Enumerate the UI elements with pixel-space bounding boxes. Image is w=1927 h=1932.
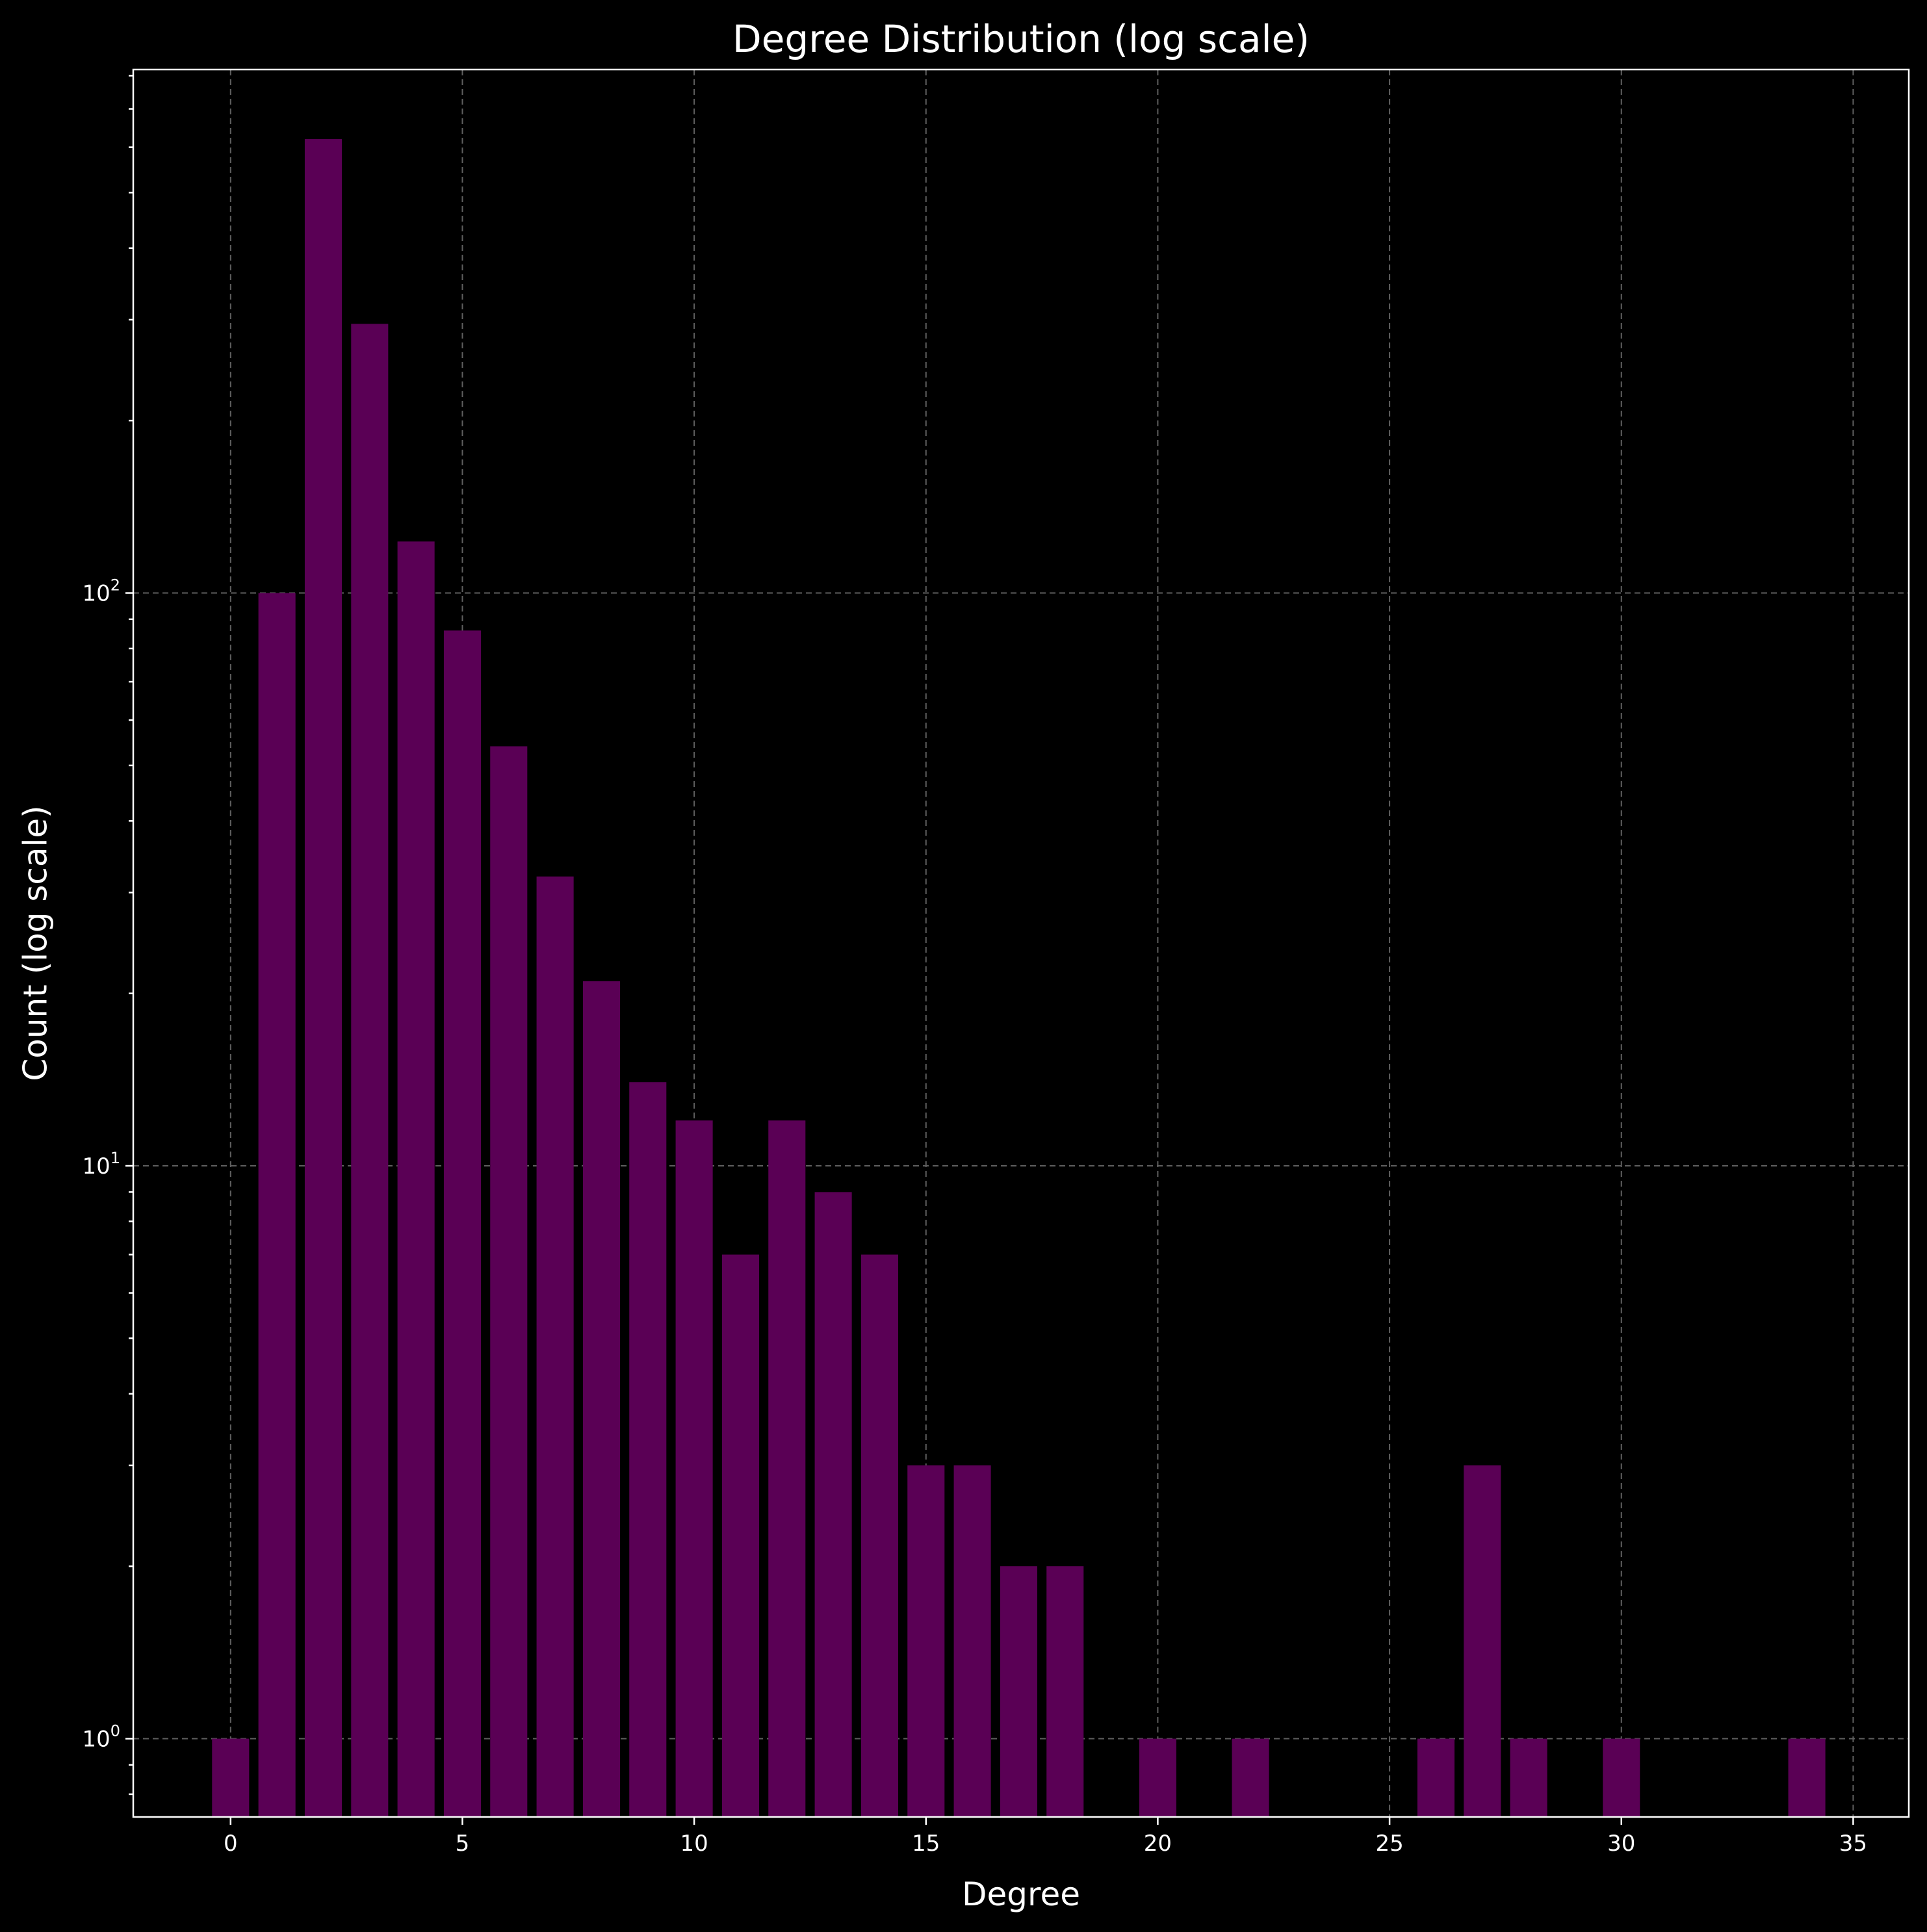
- x-tick-label: 20: [1144, 1831, 1172, 1857]
- bar-degree-4: [397, 541, 435, 1817]
- bar-degree-13: [814, 1192, 852, 1817]
- bar-degree-18: [1046, 1566, 1084, 1817]
- bar-degree-20: [1139, 1738, 1176, 1817]
- bar-degree-7: [536, 876, 574, 1817]
- x-tick-label: 10: [680, 1831, 708, 1857]
- bar-degree-15: [907, 1465, 945, 1817]
- x-tick-label: 15: [912, 1831, 940, 1857]
- bar-degree-26: [1417, 1738, 1455, 1817]
- axes-frame: [132, 68, 1910, 1818]
- bar-degree-16: [953, 1465, 991, 1817]
- bar-degree-30: [1603, 1738, 1640, 1817]
- bar-degree-17: [1000, 1566, 1037, 1817]
- ticks: 0 5 10 15 20 25 30 35 100 101 102: [82, 75, 1867, 1857]
- bar-degree-1: [258, 593, 296, 1817]
- bar-degree-8: [582, 981, 620, 1817]
- x-tick-label: 35: [1839, 1831, 1867, 1857]
- x-axis-label: Degree: [962, 1875, 1080, 1913]
- x-tick-label: 5: [456, 1831, 470, 1857]
- bar-degree-22: [1232, 1738, 1269, 1817]
- bar-degree-34: [1788, 1738, 1826, 1817]
- bar-degree-11: [721, 1254, 759, 1817]
- y-tick-label: 100: [82, 1722, 120, 1753]
- bar-degree-2: [304, 139, 342, 1818]
- bar-degree-27: [1464, 1465, 1501, 1817]
- bar-degree-0: [212, 1738, 250, 1817]
- bar-degree-10: [675, 1120, 713, 1817]
- bar-degree-3: [351, 324, 389, 1817]
- bar-degree-9: [629, 1082, 667, 1817]
- bars: [212, 139, 1826, 1818]
- bar-degree-5: [443, 630, 481, 1817]
- y-tick-label: 102: [82, 576, 120, 607]
- y-tick-label: 101: [82, 1149, 120, 1179]
- bar-degree-28: [1510, 1738, 1547, 1817]
- x-tick-label: 0: [224, 1831, 238, 1857]
- bar-degree-6: [490, 746, 528, 1817]
- chart-title: Degree Distribution (log scale): [732, 17, 1310, 61]
- bar-degree-12: [768, 1120, 806, 1817]
- x-tick-label: 25: [1375, 1831, 1403, 1857]
- x-tick-label: 30: [1607, 1831, 1635, 1857]
- bar-degree-14: [860, 1254, 898, 1817]
- y-axis-label: Count (log scale): [17, 805, 55, 1081]
